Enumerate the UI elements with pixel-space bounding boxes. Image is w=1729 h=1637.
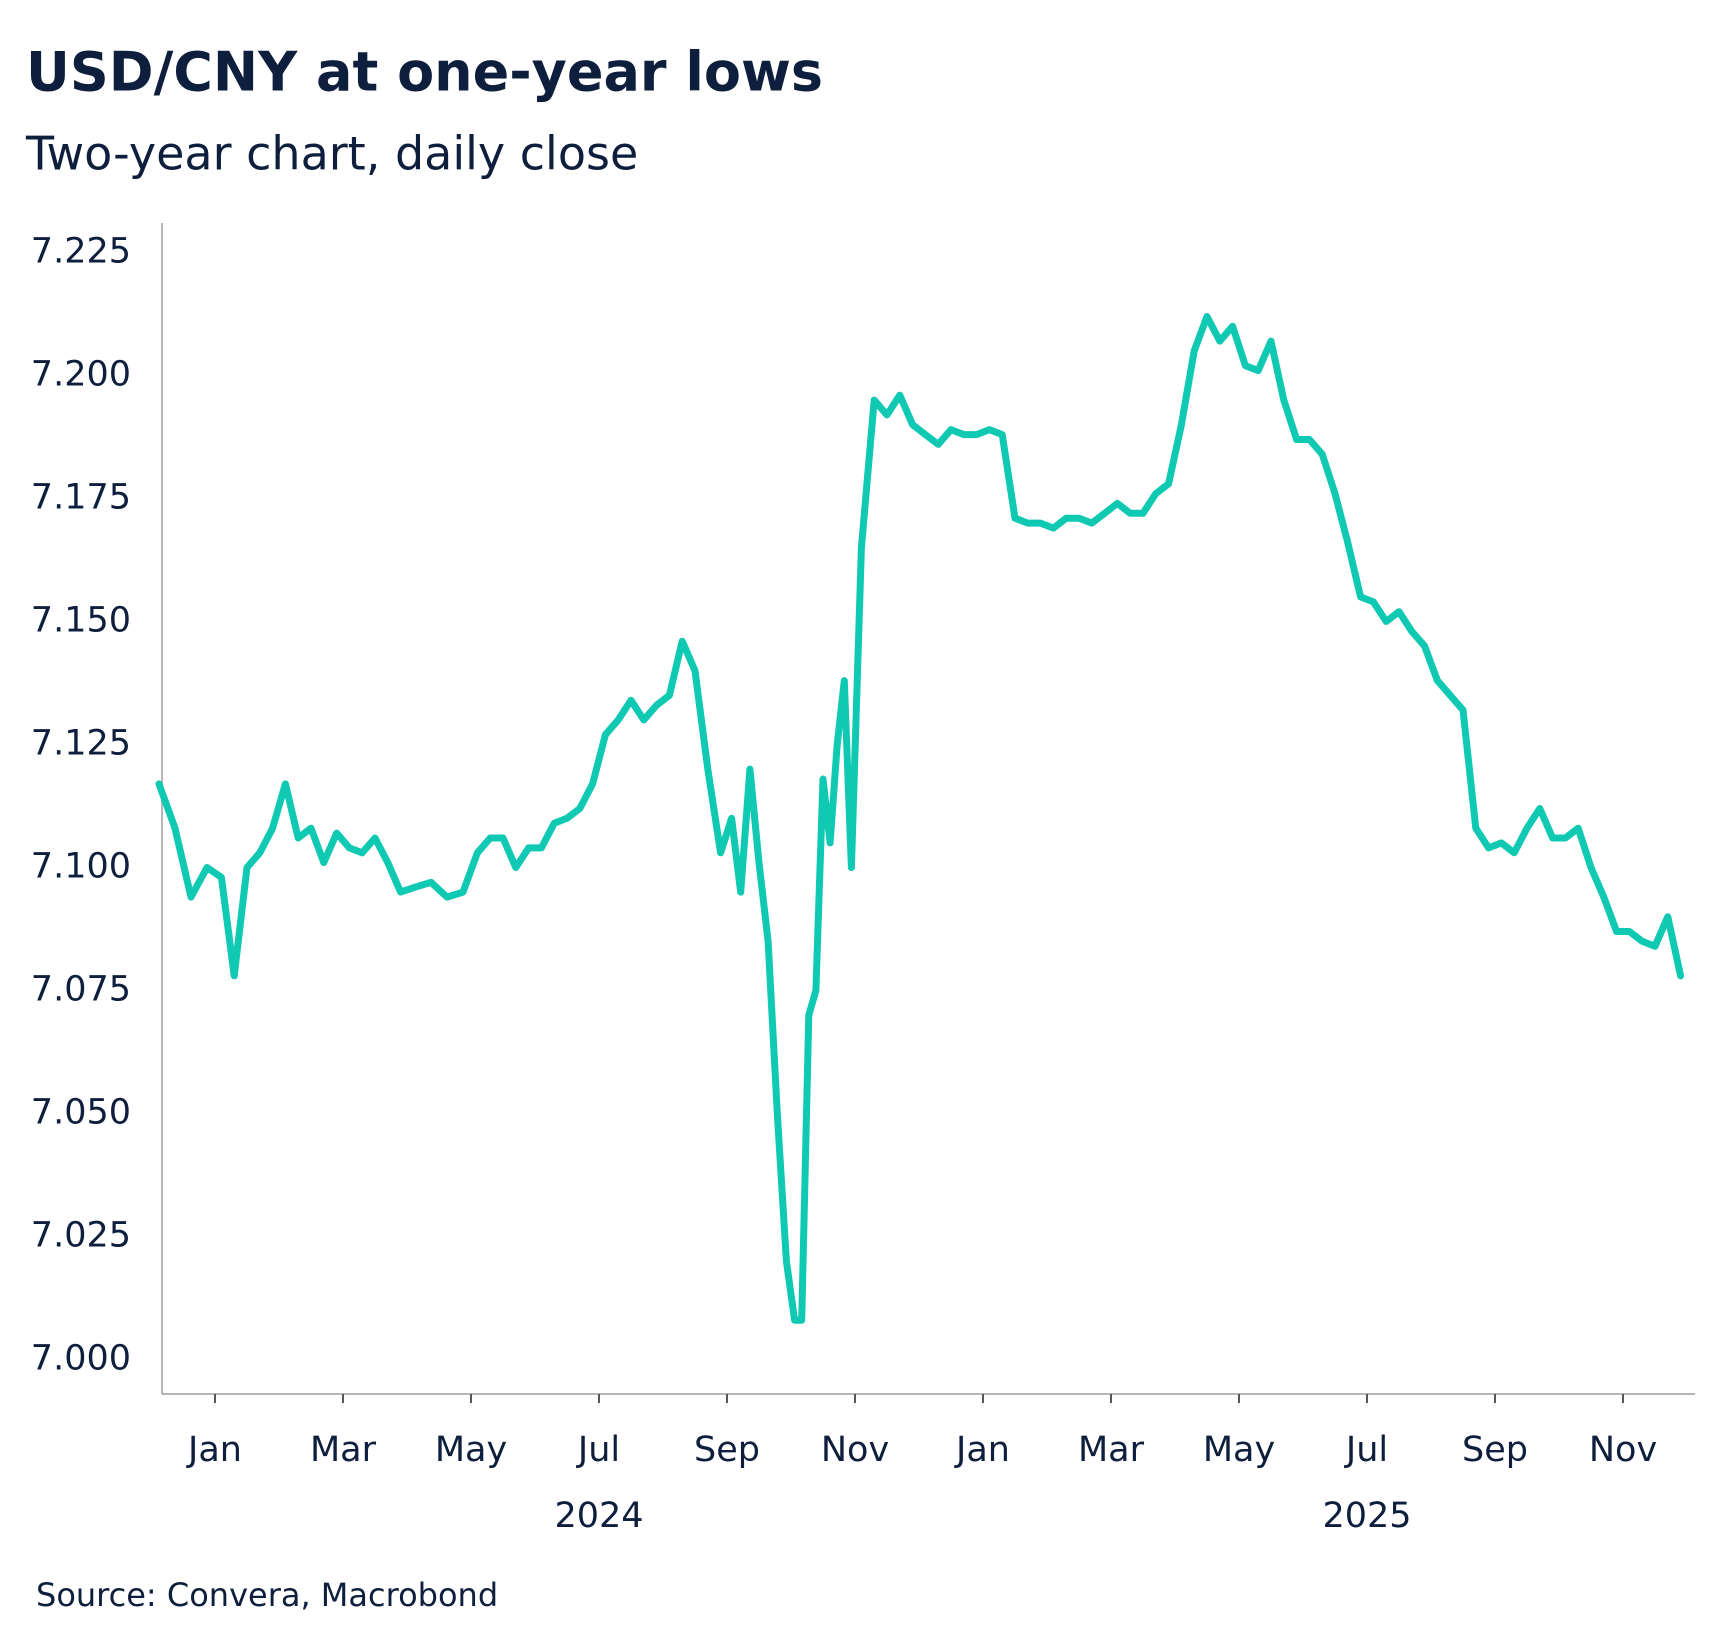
y-tick-label: 7.200 (31, 355, 131, 395)
y-tick-label: 7.050 (31, 1093, 131, 1133)
x-tick-label: Sep (694, 1430, 760, 1470)
y-tick-label: 7.025 (31, 1216, 131, 1256)
source-note: Source: Convera, Macrobond (36, 1576, 498, 1614)
x-tick-label: May (435, 1430, 507, 1470)
x-tick-label: Jul (576, 1430, 620, 1470)
y-tick-label: 7.000 (31, 1339, 131, 1379)
y-tick-label: 7.075 (31, 970, 131, 1010)
data-line (155, 313, 1685, 1324)
x-year-label: 2025 (1322, 1496, 1411, 1536)
x-tick-label: Nov (1589, 1430, 1657, 1470)
x-tick-label: Jan (186, 1430, 242, 1470)
chart-subtitle: Two-year chart, daily close (25, 127, 638, 181)
x-tick-label: Jul (1344, 1430, 1388, 1470)
y-tick-label: 7.125 (31, 724, 131, 764)
x-tick-label: Mar (310, 1430, 377, 1470)
x-tick-label: May (1203, 1430, 1275, 1470)
x-tick-label: Nov (821, 1430, 889, 1470)
chart-title: USD/CNY at one-year lows (26, 41, 823, 104)
y-tick-label: 7.100 (31, 847, 131, 887)
y-tick-label: 7.225 (31, 232, 131, 272)
x-tick-label: Sep (1462, 1430, 1528, 1470)
x-tick-label: Mar (1078, 1430, 1145, 1470)
x-tick-label: Jan (954, 1430, 1010, 1470)
y-tick-label: 7.175 (31, 478, 131, 518)
y-tick-label: 7.150 (31, 601, 131, 641)
x-year-label: 2024 (554, 1496, 643, 1536)
